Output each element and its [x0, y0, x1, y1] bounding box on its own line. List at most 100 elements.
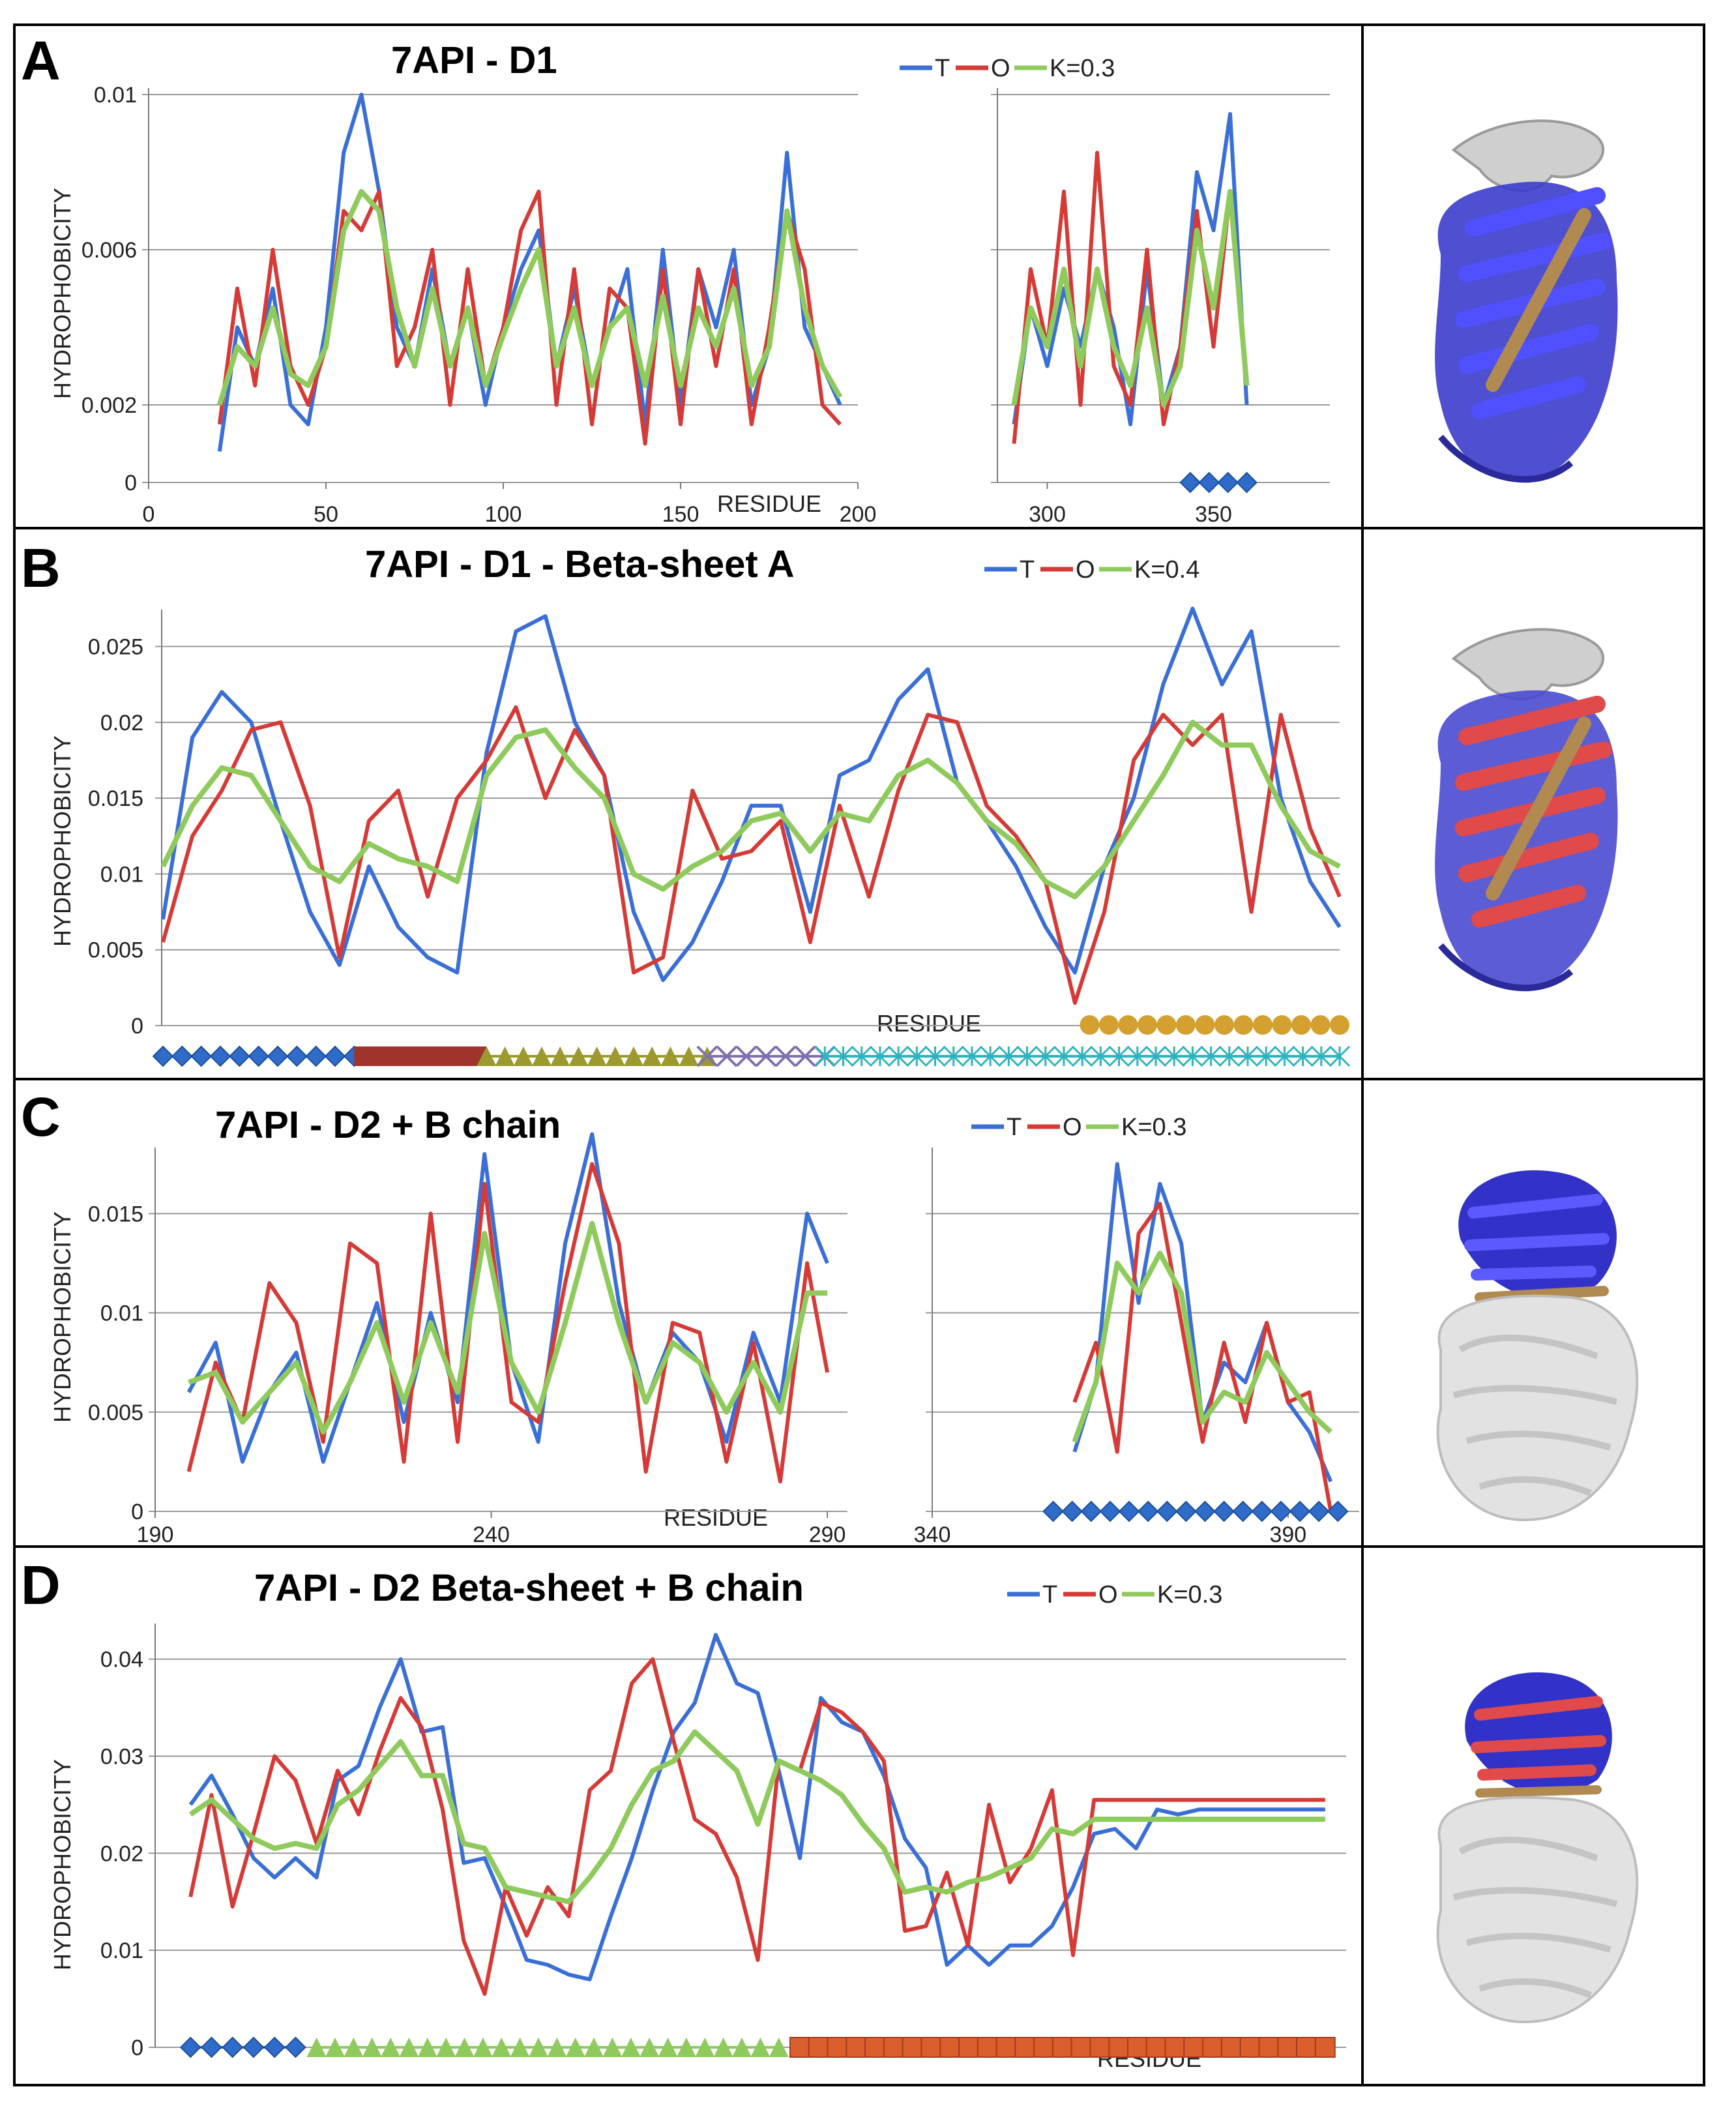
- track-marker: [284, 2036, 306, 2058]
- track-marker: [263, 2036, 286, 2058]
- track-marker: [1164, 2037, 1186, 2058]
- series-line-k: [160, 719, 1341, 900]
- track-marker: [417, 2038, 437, 2057]
- track-marker: [642, 1046, 662, 1066]
- y-tick-label: 0.04: [100, 1648, 143, 1672]
- legend-label-K: K=0.4: [1134, 556, 1199, 584]
- y-axis-label: HYDROPHOBICITY: [49, 188, 76, 399]
- x-tick-label: 0: [143, 502, 155, 527]
- x-tick-label: 340: [914, 1522, 951, 1547]
- x-tick-label: 300: [1029, 502, 1066, 527]
- legend-label-K: K=0.3: [1050, 55, 1115, 82]
- x-tick-label: 190: [137, 1522, 174, 1547]
- series-line-o: [186, 1162, 830, 1484]
- track-marker: [1236, 471, 1258, 494]
- x-tick-label: 50: [314, 502, 338, 527]
- series-line-t: [161, 606, 1342, 983]
- track-marker: [750, 2038, 771, 2057]
- chart-title: 7API - D2 + B chain: [215, 1104, 561, 1146]
- legend-label-T: T: [1007, 1114, 1022, 1141]
- track-marker: [1156, 1500, 1178, 1522]
- track-marker: [827, 2037, 848, 2058]
- track-marker: [1108, 1045, 1130, 1067]
- track-marker: [1220, 2037, 1242, 2058]
- y-axis-label: HYDROPHOBICITY: [49, 735, 76, 947]
- track-marker: [1202, 2037, 1224, 2058]
- track-marker: [399, 2038, 419, 2057]
- track-marker: [735, 1045, 758, 1067]
- track-marker: [1182, 1045, 1203, 1067]
- track-marker: [209, 1045, 231, 1067]
- track-marker: [584, 2038, 604, 2057]
- y-tick-label: 0.025: [88, 635, 143, 660]
- legend-label-T: T: [1020, 556, 1035, 584]
- track-marker: [1213, 1500, 1235, 1522]
- track-marker: [716, 1045, 738, 1067]
- track-marker: [906, 1045, 928, 1067]
- series-line-t: [188, 1633, 1325, 1981]
- track-marker: [713, 2038, 733, 2057]
- protein-structure-image: [1435, 119, 1618, 483]
- legend: T O K=0.3: [971, 1114, 1186, 1141]
- track-marker: [851, 1045, 872, 1067]
- track-marker: [1126, 2037, 1148, 2058]
- legend-label-O: O: [991, 55, 1010, 82]
- track-marker: [1308, 1500, 1330, 1522]
- track-marker: [1270, 1500, 1292, 1522]
- legend: T O K=0.4: [984, 556, 1199, 584]
- track-marker: [769, 2038, 789, 2057]
- x-tick-label: 100: [485, 502, 522, 527]
- track-marker: [1200, 1045, 1222, 1067]
- track-marker: [201, 2036, 222, 2058]
- y-axis-label: HYDROPHOBICITY: [49, 1759, 76, 1970]
- track-marker: [1061, 1500, 1083, 1522]
- track-marker: [1098, 1015, 1119, 1035]
- chart-panel-d: 0 0.01 0.02 0.03 0.04: [100, 1624, 1346, 2060]
- track-marker: [640, 2038, 660, 2057]
- track-marker: [1183, 2037, 1205, 2058]
- track-marker: [977, 2037, 998, 2058]
- chart-panel-a: 0 0.002 0.006 0.01 0 50 100 150 200 300 350: [81, 83, 1330, 527]
- track-marker: [1175, 1500, 1197, 1522]
- y-tick-label: 0.006: [81, 238, 137, 263]
- track-marker: [1256, 1045, 1277, 1067]
- track-marker: [1217, 471, 1239, 494]
- track-marker: [1330, 1015, 1349, 1035]
- track-marker: [1239, 2037, 1261, 2058]
- chart-title: 7API - D2 Beta-sheet + B chain: [254, 1567, 804, 1609]
- track-marker: [1289, 1500, 1311, 1522]
- track-marker: [325, 2038, 345, 2057]
- y-tick-label: 0: [131, 1014, 143, 1039]
- track-marker: [1080, 1500, 1102, 1522]
- track-marker: [1233, 1015, 1254, 1035]
- track-marker: [732, 2038, 752, 2057]
- series-line-k: [188, 1729, 1325, 1905]
- x-tick-label: 290: [809, 1522, 846, 1547]
- series-line-k: [216, 188, 843, 406]
- track-marker: [605, 1046, 625, 1066]
- track-marker: [980, 1045, 1001, 1067]
- track-marker: [755, 1045, 777, 1067]
- track-marker: [1277, 2037, 1299, 2058]
- protein-structure-image: [1435, 628, 1618, 992]
- x-tick-label: 150: [662, 502, 699, 527]
- track-marker: [1164, 1045, 1185, 1067]
- track-marker: [547, 2038, 567, 2057]
- track-marker: [565, 2038, 585, 2057]
- series-line-o: [188, 1657, 1325, 1996]
- track-marker: [995, 2037, 1017, 2058]
- track-marker: [492, 2038, 512, 2057]
- track-marker: [920, 2037, 942, 2058]
- y-axis-label: HYDROPHOBICITY: [49, 1211, 76, 1423]
- track-marker: [1195, 1015, 1215, 1035]
- track-marker: [1070, 2037, 1092, 2058]
- y-tick-label: 0.002: [81, 393, 137, 418]
- track-marker: [961, 1045, 983, 1067]
- track-marker: [179, 2036, 201, 2058]
- track-marker: [1329, 1045, 1351, 1067]
- track-marker: [1080, 1015, 1100, 1035]
- x-axis-label: RESIDUE: [717, 490, 821, 517]
- x-tick-label: 240: [473, 1522, 510, 1547]
- chart-title: 7API - D1 - Beta-sheet A: [365, 543, 795, 586]
